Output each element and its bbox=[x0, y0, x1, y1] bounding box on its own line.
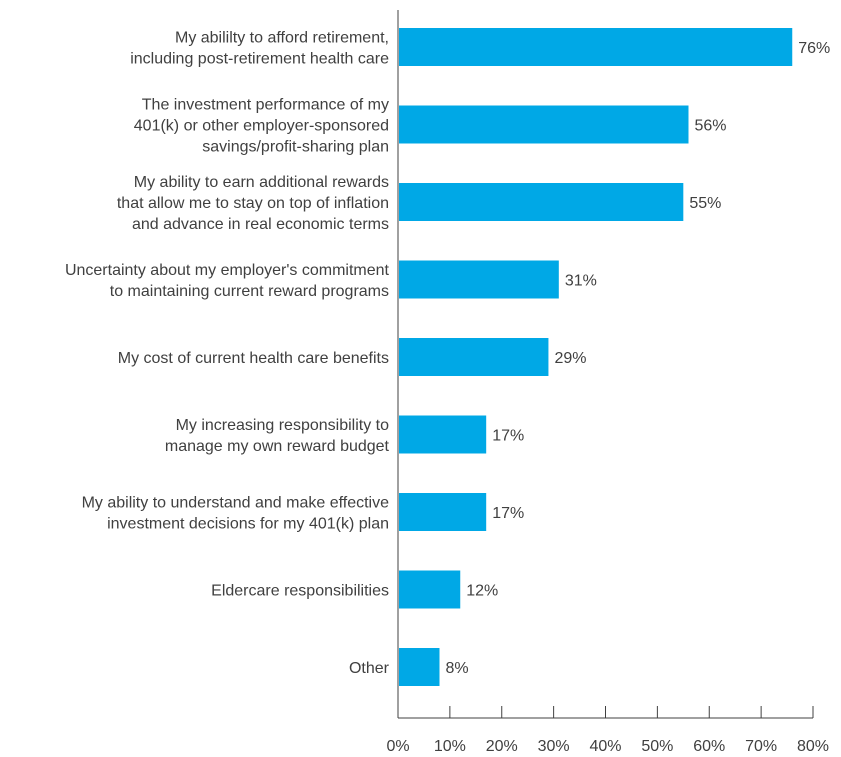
x-tick-label: 50% bbox=[641, 738, 673, 755]
bar bbox=[399, 183, 684, 221]
bar-value-label: 29% bbox=[554, 350, 586, 367]
category-label-line: My cost of current health care benefits bbox=[118, 350, 389, 367]
bar-value-label: 56% bbox=[695, 118, 727, 135]
category-label-line: investment decisions for my 401(k) plan bbox=[107, 516, 389, 533]
category-label: My ability to earn additional rewards tha… bbox=[117, 174, 389, 233]
category-label: My abililty to afford retirement, includi… bbox=[130, 30, 389, 68]
bar bbox=[399, 105, 689, 144]
category-label-line: Uncertainty about my employer's commitme… bbox=[65, 262, 390, 279]
x-tick-label: 30% bbox=[538, 738, 570, 755]
category-label-line: Eldercare responsibilities bbox=[211, 583, 389, 600]
category-label-line: to maintaining current reward programs bbox=[110, 283, 389, 300]
category-label: Uncertainty about my employer's commitme… bbox=[65, 262, 390, 300]
category-label-line: including post-retirement health care bbox=[130, 51, 389, 68]
category-label: My cost of current health care benefits bbox=[118, 350, 389, 367]
category-label-line: My ability to earn additional rewards bbox=[134, 174, 389, 191]
bar bbox=[399, 415, 487, 454]
x-ticks-group: 0% 10% 20% 30% 40% 50% 60% 70% 80% bbox=[386, 706, 829, 755]
category-label-line: The investment performance of my bbox=[142, 97, 389, 114]
bar-value-label: 76% bbox=[798, 40, 830, 57]
x-tick-label: 70% bbox=[745, 738, 777, 755]
x-tick-label: 20% bbox=[486, 738, 518, 755]
category-label-line: savings/profit-sharing plan bbox=[202, 139, 389, 156]
bar bbox=[399, 493, 487, 531]
x-tick-label: 0% bbox=[386, 738, 409, 755]
x-tick-label: 40% bbox=[589, 738, 621, 755]
bar bbox=[399, 28, 793, 66]
bar bbox=[399, 570, 461, 609]
bars-group: 76% My abililty to afford retirement, incl… bbox=[65, 28, 830, 686]
category-label: Eldercare responsibilities bbox=[211, 583, 389, 600]
bar-value-label: 55% bbox=[689, 195, 721, 212]
bar-value-label: 12% bbox=[466, 583, 498, 600]
bar bbox=[399, 648, 440, 686]
bar-value-label: 17% bbox=[492, 428, 524, 445]
x-tick-label: 10% bbox=[434, 738, 466, 755]
category-label: The investment performance of my 401(k) o… bbox=[134, 97, 389, 156]
category-label: My ability to understand and make effect… bbox=[82, 495, 390, 533]
category-label-line: My increasing responsibility to bbox=[176, 417, 390, 434]
bar bbox=[399, 338, 549, 376]
category-label-line: manage my own reward budget bbox=[165, 438, 390, 455]
x-tick-label: 80% bbox=[797, 738, 829, 755]
bar-value-label: 31% bbox=[565, 273, 597, 290]
bar-value-label: 8% bbox=[446, 660, 469, 677]
category-label-line: 401(k) or other employer-sponsored bbox=[134, 118, 389, 135]
category-label-line: Other bbox=[349, 660, 390, 677]
category-label-line: that allow me to stay on top of inflatio… bbox=[117, 195, 389, 212]
category-label-line: My ability to understand and make effect… bbox=[82, 495, 390, 512]
bar bbox=[399, 260, 559, 299]
category-label-line: My abililty to afford retirement, bbox=[175, 30, 389, 47]
category-label: My increasing responsibility to manage my… bbox=[165, 417, 390, 455]
bar-value-label: 17% bbox=[492, 505, 524, 522]
x-tick-label: 60% bbox=[693, 738, 725, 755]
category-label-line: and advance in real economic terms bbox=[132, 216, 389, 233]
category-label: Other bbox=[349, 660, 390, 677]
